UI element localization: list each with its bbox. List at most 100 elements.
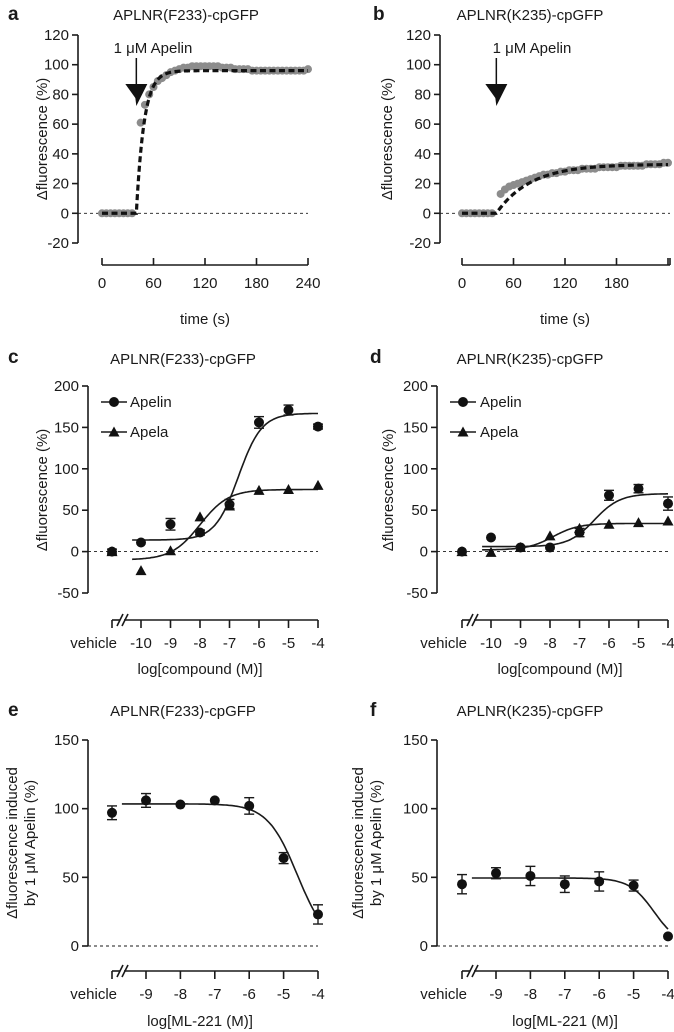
panel-a-ytick-label: 80 — [52, 86, 69, 103]
panel-f-point-ml-221 — [491, 868, 501, 879]
panel-c-point-apelin — [165, 519, 176, 530]
panel-d-title: APLNR(K235)-cpGFP — [457, 351, 604, 368]
panel-b-ytick-label: 80 — [414, 86, 431, 103]
panel-a-xtick-label: 0 — [98, 275, 106, 292]
panel-f-point-ml-221 — [457, 879, 467, 890]
panel-b-xtick-label: 60 — [505, 275, 522, 292]
panel-c-ytick-label: 100 — [54, 461, 79, 478]
panel-e-point-ml-221 — [209, 795, 220, 806]
panel-b-title: APLNR(K235)-cpGFP — [457, 7, 604, 24]
panel-d-xtick-label: -7 — [573, 635, 586, 652]
panel-d-ytick-label: 200 — [403, 378, 428, 395]
panel-f-point-ml-221 — [594, 876, 605, 887]
panel-d-point-apela — [544, 530, 556, 541]
panel-f-ylabel-line2: by 1 μM Apelin (%) — [368, 780, 385, 906]
panel-c-xlabel: log[compound (M)] — [137, 661, 262, 678]
panel-d-legend-marker-apelin — [458, 397, 468, 407]
panel-d: d APLNR(K235)-cpGFP log[compound (M)] Δf… — [370, 347, 674, 678]
panel-c-ylabel: Δfluorescence (%) — [34, 429, 51, 552]
panel-b-ytick-label: -20 — [409, 235, 431, 252]
panel-c-point-apela — [165, 545, 176, 556]
panel-c-xtick-label: vehicle — [70, 635, 117, 652]
panel-e-ytick-label: 100 — [54, 801, 79, 818]
panel-d-xtick-label: -8 — [543, 635, 556, 652]
panel-d-xtick-label: -4 — [661, 635, 674, 652]
panel-e-ytick-label: 0 — [71, 938, 79, 955]
panel-d-point-apela — [633, 517, 644, 528]
panel-d-point-apela — [603, 518, 615, 529]
panel-c-point-apelin — [136, 537, 146, 548]
panel-c-xtick-label: -7 — [223, 635, 236, 652]
panel-d-ytick-label: 100 — [403, 461, 428, 478]
panel-e-axis-break — [116, 964, 124, 978]
panel-f-xtick-label: -9 — [489, 986, 502, 1003]
panel-c-xtick-label: -4 — [311, 635, 324, 652]
panel-e-point-ml-221 — [107, 807, 117, 818]
panel-c-point-apela — [106, 546, 118, 557]
panel-c-point-apela — [194, 511, 206, 522]
panel-d-point-apela — [574, 522, 585, 533]
panel-c-point-apela — [253, 484, 265, 495]
panel-c-point-apelin — [254, 417, 264, 428]
panel-d-xlabel: log[compound (M)] — [497, 661, 622, 678]
panel-b-marks: -20 0 20 40 60 80 100 120 0 60 120 180 — [406, 27, 672, 292]
panel-f-point-ml-221 — [559, 879, 570, 890]
panel-f-point-ml-221 — [525, 870, 536, 881]
panel-c: c APLNR(F233)-cpGFP log[compound (M)] Δf… — [8, 347, 325, 678]
panel-f-ytick-label: 50 — [411, 869, 428, 886]
panel-d-legend-apelin: Apelin — [480, 394, 522, 411]
panel-b-ytick-label: 40 — [414, 146, 431, 163]
panel-a-xtick-label: 180 — [244, 275, 269, 292]
panel-a-ytick-label: 0 — [61, 205, 69, 222]
panel-a-ytick-label: 60 — [52, 116, 69, 133]
panel-a-arrow-head — [125, 84, 148, 106]
panel-b-ytick-label: 20 — [414, 176, 431, 193]
panel-b-xtick-label: 180 — [604, 275, 629, 292]
panel-a-data-point — [136, 118, 145, 127]
panel-c-ytick-label: 0 — [71, 544, 79, 561]
panel-b-ytick-label: 60 — [414, 116, 431, 133]
panel-letter-a: a — [8, 4, 19, 25]
panel-f-marks: 0 50 100 150 vehicle -9 -8 -7 -6 -5 -4 — [403, 732, 674, 1003]
panel-f-title: APLNR(K235)-cpGFP — [457, 703, 604, 720]
panel-d-ytick-label: 0 — [420, 544, 428, 561]
panel-b-xtick-label: 120 — [552, 275, 577, 292]
panel-e-xtick-label: -7 — [208, 986, 221, 1003]
panel-d-ytick-label: -50 — [406, 585, 428, 602]
panel-e-axis-break — [121, 964, 129, 978]
panel-c-axis-break — [116, 613, 124, 627]
panel-e-xtick-label: -9 — [139, 986, 152, 1003]
panel-a-xtick-label: 240 — [295, 275, 320, 292]
panel-d-xtick-label: -6 — [602, 635, 615, 652]
panel-c-xtick-label: -10 — [130, 635, 152, 652]
panel-letter-d: d — [370, 347, 382, 368]
panel-e-ylabel-line1: Δfluorescence induced — [4, 767, 21, 919]
panel-b-fit-curve — [462, 162, 669, 215]
panel-f-point-ml-221 — [663, 931, 673, 942]
panel-e-ylabel-line2: by 1 μM Apelin (%) — [22, 780, 39, 906]
panel-d-marks: -50 0 50 100 150 200 vehicle -10 -9 -8 -7 -6 -5 -4 — [403, 378, 674, 652]
panel-letter-f: f — [370, 700, 377, 721]
panel-f-ytick-label: 100 — [403, 801, 428, 818]
panel-a-xtick-label: 120 — [192, 275, 217, 292]
panel-e-xlabel: log[ML-221 (M)] — [147, 1013, 253, 1030]
panel-f-xtick-label: vehicle — [420, 986, 467, 1003]
panel-c-xtick-label: -6 — [252, 635, 265, 652]
panel-c-legend-marker-apelin — [109, 397, 119, 407]
panel-d-ytick-label: 150 — [403, 419, 428, 436]
panel-d-legend-apela: Apela — [480, 424, 519, 441]
panel-e-point-ml-221 — [278, 853, 289, 864]
panel-f-ylabel-line1: Δfluorescence induced — [350, 767, 367, 919]
panel-e-marks: 0 50 100 150 vehicle -9 -8 -7 -6 -5 -4 — [54, 732, 325, 1003]
panel-c-xtick-label: -9 — [164, 635, 177, 652]
panel-f-xtick-label: -7 — [558, 986, 571, 1003]
panel-b-ylabel: Δfluorescence (%) — [379, 78, 396, 201]
panel-a-ytick-label: 20 — [52, 176, 69, 193]
panel-c-point-apelin — [283, 405, 294, 416]
panel-a-fit-curve — [102, 69, 308, 215]
panel-b-annotation: 1 μM Apelin — [493, 40, 572, 57]
panel-c-xtick-label: -5 — [282, 635, 295, 652]
panel-e-xtick-label: vehicle — [70, 986, 117, 1003]
panel-a-marks: -20 0 20 40 60 80 100 120 0 60 120 180 240 — [44, 27, 321, 292]
panel-c-ytick-label: -50 — [57, 585, 79, 602]
